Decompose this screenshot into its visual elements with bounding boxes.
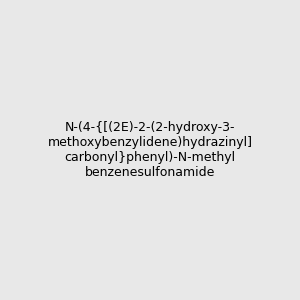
- Text: N-(4-{[(2E)-2-(2-hydroxy-3-
methoxybenzylidene)hydrazinyl]
carbonyl}phenyl)-N-me: N-(4-{[(2E)-2-(2-hydroxy-3- methoxybenzy…: [47, 121, 253, 179]
